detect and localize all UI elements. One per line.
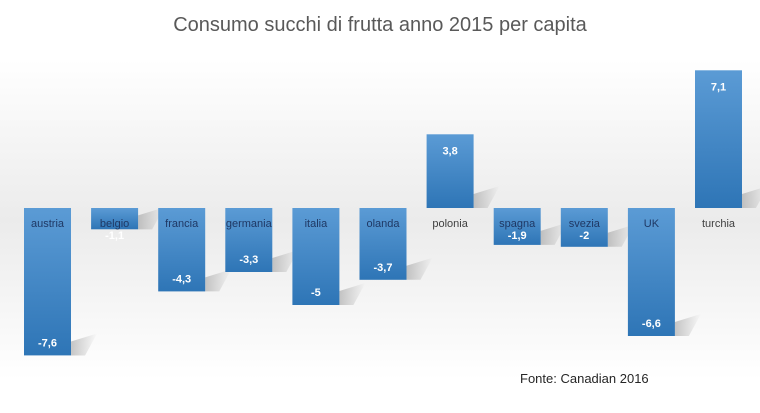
bar-shadow xyxy=(205,269,232,292)
bar-shadow xyxy=(473,186,500,208)
category-label: svezia xyxy=(569,218,601,230)
category-label: italia xyxy=(305,218,329,230)
category-labels: austria belgio francia germania italia olanda… xyxy=(31,218,736,230)
category-label: germania xyxy=(226,218,273,230)
value-label: -3,7 xyxy=(374,262,393,274)
bars-group xyxy=(24,70,742,356)
bar-svezia xyxy=(560,208,608,247)
source-note: Fonte: Canadian 2016 xyxy=(520,371,649,386)
value-label: 7,1 xyxy=(711,81,726,93)
value-label: -2 xyxy=(579,230,589,242)
bar-polonia xyxy=(426,134,474,208)
category-label: austria xyxy=(31,218,65,230)
bar-shadow xyxy=(71,333,98,356)
category-label: spagna xyxy=(499,218,536,230)
bar-germania xyxy=(225,208,273,272)
value-label: -7,6 xyxy=(38,337,57,349)
chart-title: Consumo succhi di frutta anno 2015 per c… xyxy=(173,14,587,36)
value-label: -5 xyxy=(311,287,321,299)
bar-olanda xyxy=(359,208,407,280)
bar-shadow xyxy=(339,283,366,305)
value-labels: -7,6 -1,1 -4,3 -3,3 -5 -3,7 3,8 -1,9 -2 -6,6 7,1 xyxy=(38,81,726,349)
category-label: belgio xyxy=(100,218,129,230)
bar-belgio xyxy=(91,208,139,230)
value-label: 3,8 xyxy=(442,145,457,157)
value-label: -1,1 xyxy=(105,230,124,242)
bar-shadow xyxy=(138,207,165,230)
bar-uk xyxy=(627,208,675,336)
value-label: -4,3 xyxy=(172,273,191,285)
bar-shadows xyxy=(71,186,760,356)
category-label: UK xyxy=(644,218,660,230)
bar-shadow xyxy=(741,188,760,208)
value-label: -6,6 xyxy=(642,318,661,330)
bar-shadow xyxy=(607,224,634,247)
category-label: olanda xyxy=(366,218,400,230)
bar-austria xyxy=(24,208,71,356)
bar-italia xyxy=(292,208,340,305)
category-label: turchia xyxy=(702,218,736,230)
bar-shadow xyxy=(674,314,701,337)
bar-francia xyxy=(158,208,206,292)
category-label: francia xyxy=(165,218,199,230)
bar-spagna xyxy=(493,208,541,245)
bar-shadow xyxy=(540,222,567,245)
bar-shadow xyxy=(406,257,433,280)
bar-shadow xyxy=(272,250,299,273)
value-label: -3,3 xyxy=(239,254,258,266)
bar-turchia xyxy=(695,70,742,208)
value-label: -1,9 xyxy=(508,230,527,242)
category-label: polonia xyxy=(432,218,468,230)
